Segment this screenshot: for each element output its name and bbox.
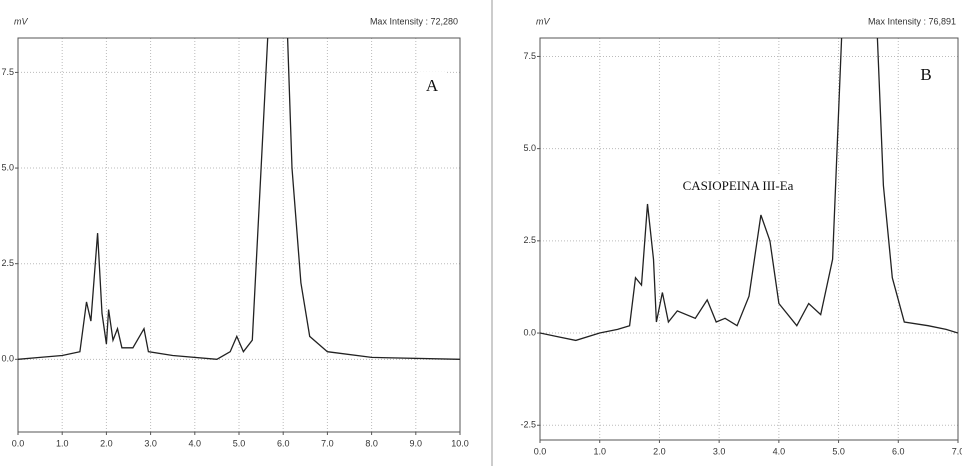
x-tick-label: 9.0 [410, 438, 423, 448]
chart-panel: 0.0 1.0 2.0 3.0 4.0 5.0 6.0 7.0 8.0 9.0 10.0 0.0 2.5… [1, 16, 468, 448]
x-tick-label: 3.0 [144, 438, 157, 448]
x-tick-label: 2.0 [100, 438, 113, 448]
max-intensity: Max Intensity : 76,891 [868, 16, 956, 26]
panel-label-box [418, 72, 446, 100]
plot-area [18, 38, 460, 360]
x-tick-label: 1.0 [593, 446, 606, 456]
plot-frame [17, 37, 461, 433]
y-tick-label: 0.0 [523, 327, 536, 337]
y-tick-label: 5.0 [523, 143, 536, 153]
chromatogram-trace [18, 38, 460, 360]
y-axis-unit: mV [14, 16, 28, 26]
chart-panel: 0.0 1.0 2.0 3.0 4.0 5.0 6.0 7.0 -2.5 0.0 2.5 5.0 7.5… [520, 16, 962, 456]
chromatogram-trace [540, 38, 958, 342]
x-tick-label: 6.0 [892, 446, 905, 456]
x-tick-label: 2.0 [653, 446, 666, 456]
y-tick-label: 5.0 [1, 162, 14, 172]
plot-area [540, 38, 958, 342]
max-intensity: Max Intensity : 72,280 [370, 16, 458, 26]
x-tick-label: 0.0 [534, 446, 547, 456]
panel-label: A [426, 76, 439, 95]
panel-label: B [920, 65, 931, 84]
x-tick-label: 5.0 [233, 438, 246, 448]
x-tick-label: 1.0 [56, 438, 69, 448]
plot-frame [539, 37, 959, 441]
y-axis-unit: mV [536, 16, 550, 26]
panel-label-box [912, 61, 940, 89]
x-tick-label: 7.0 [321, 438, 334, 448]
x-tick-label: 7.0 [952, 446, 962, 456]
peak-annotation: CASIOPEINA III-Ea [683, 178, 794, 193]
y-tick-label: 7.5 [523, 51, 536, 61]
x-tick-label: 8.0 [365, 438, 378, 448]
x-tick-label: 3.0 [713, 446, 726, 456]
x-tick-label: 0.0 [12, 438, 25, 448]
x-tick-label: 10.0 [451, 438, 469, 448]
y-tick-label: 0.0 [1, 354, 14, 364]
x-tick-label: 6.0 [277, 438, 290, 448]
y-tick-label: 2.5 [523, 235, 536, 245]
x-tick-label: 4.0 [773, 446, 786, 456]
annotation-box [668, 175, 808, 199]
x-tick-label: 4.0 [189, 438, 202, 448]
y-tick-label: -2.5 [520, 420, 536, 430]
x-tick-label: 5.0 [832, 446, 845, 456]
y-tick-label: 2.5 [1, 258, 14, 268]
y-tick-label: 7.5 [1, 67, 14, 77]
